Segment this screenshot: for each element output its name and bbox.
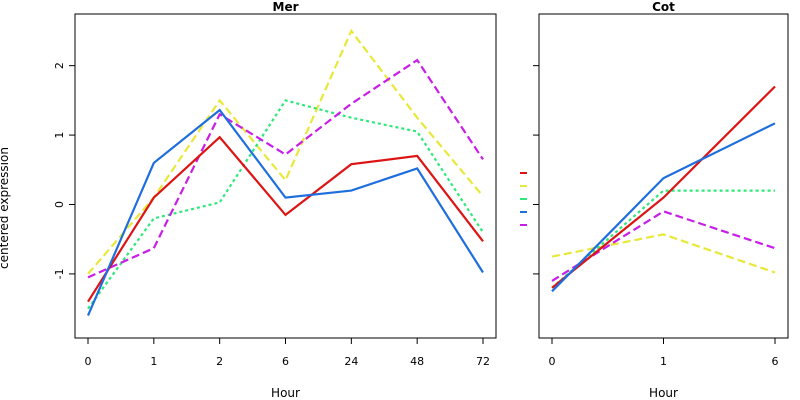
- series-line-2: [551, 210, 776, 282]
- series-line-4: [551, 122, 776, 293]
- panel-title: Cot: [652, 0, 675, 14]
- y-tick-label: 2: [53, 62, 66, 69]
- chart-panels: Mer -1 0 1 2 0 1 2 6 24 48 72 Hour Cot 0 1 6 Hour: [53, 0, 789, 400]
- series-line-1: [551, 189, 775, 289]
- x-tick-label: 6: [772, 355, 779, 368]
- x-axis-label: Hour: [649, 386, 678, 400]
- plot-frame: [538, 13, 789, 339]
- y-axis-label: centered expression: [0, 147, 11, 269]
- x-tick-label: 72: [476, 355, 490, 368]
- series-line-3: [551, 85, 776, 289]
- series-line-4: [86, 108, 484, 317]
- x-tick-label: 1: [660, 355, 667, 368]
- x-tick-label: 0: [549, 355, 556, 368]
- series-line-0: [87, 28, 484, 275]
- x-tick-label: 1: [150, 355, 157, 368]
- x-tick-label: 0: [85, 355, 92, 368]
- y-tick-label: 1: [53, 132, 66, 139]
- series-line-0: [551, 233, 776, 274]
- x-tick-label: 24: [344, 355, 358, 368]
- x-tick-label: 48: [410, 355, 424, 368]
- series-line-1: [87, 99, 484, 310]
- x-axis-label: Hour: [271, 386, 300, 400]
- y-tick-label: -1: [53, 268, 66, 279]
- series-line-3: [87, 135, 484, 303]
- legend: [520, 172, 527, 226]
- panel-cot: Cot 0 1 6 Hour: [533, 0, 789, 400]
- panel-title: Mer: [273, 0, 299, 14]
- panel-mer: Mer -1 0 1 2 0 1 2 6 24 48 72 Hour: [53, 0, 497, 400]
- series-line-2: [87, 58, 484, 279]
- x-tick-label: 6: [282, 355, 289, 368]
- y-tick-label: 0: [53, 201, 66, 208]
- x-tick-label: 2: [216, 355, 223, 368]
